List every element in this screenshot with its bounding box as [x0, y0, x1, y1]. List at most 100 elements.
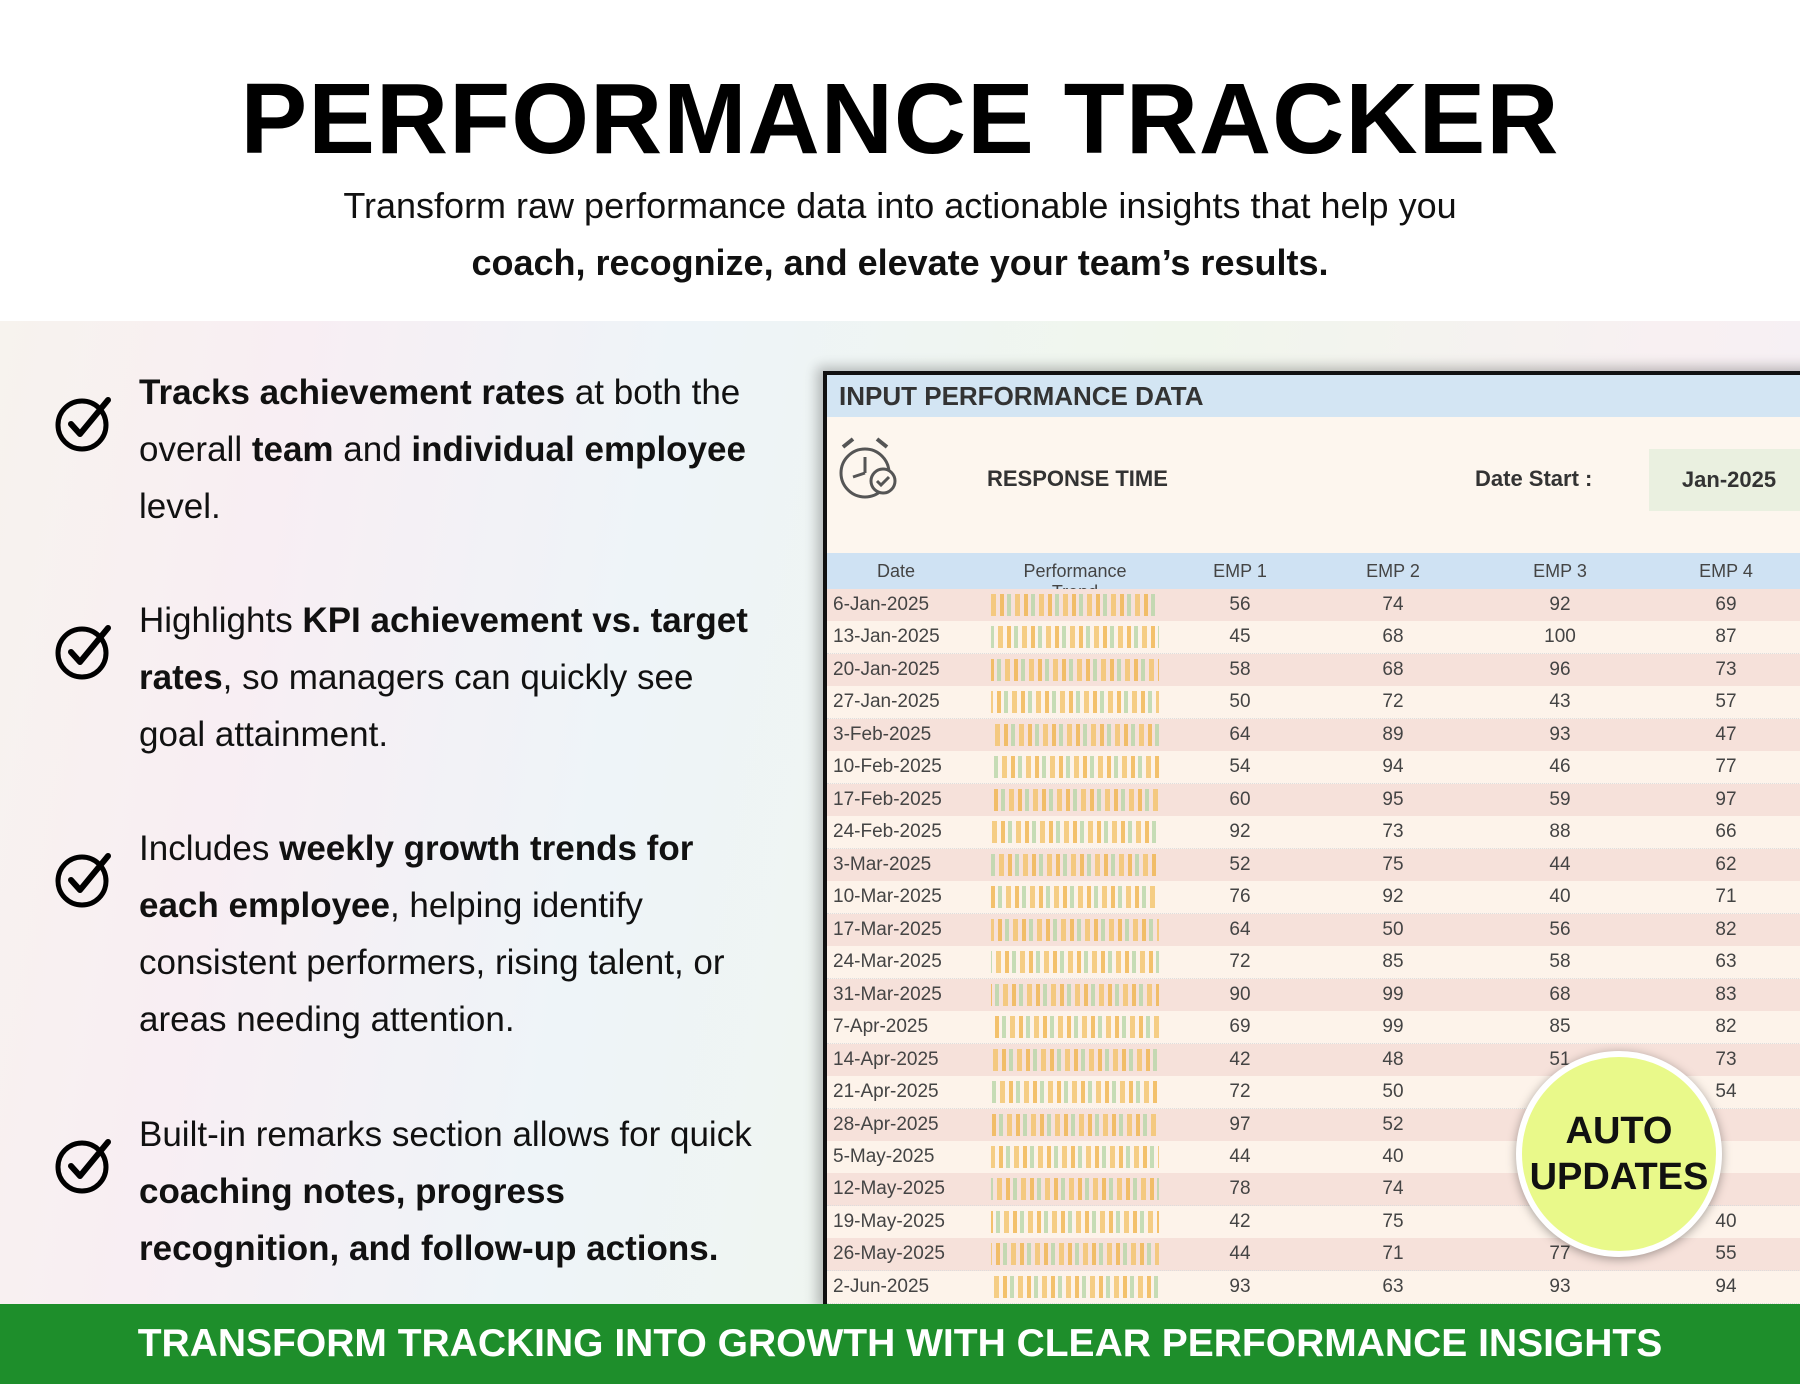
value-cell: 75 [1382, 1210, 1404, 1232]
trend-sparkline [991, 788, 1159, 811]
date-cell: 3-Feb-2025 [833, 723, 932, 745]
value-cell: 45 [1229, 626, 1251, 648]
column-header: EMP 2 [1366, 561, 1420, 581]
value-cell: 66 [1715, 821, 1737, 843]
value-cell: 99 [1382, 1016, 1404, 1038]
date-cell: 6-Jan-2025 [833, 594, 930, 615]
date-cell: 21-Apr-2025 [833, 1081, 939, 1103]
value-cell: 94 [1382, 756, 1404, 778]
value-cell: 58 [1229, 658, 1251, 680]
value-cell: 83 [1715, 983, 1737, 1005]
value-cell: 87 [1715, 626, 1737, 648]
date-cell: 24-Mar-2025 [833, 951, 942, 973]
feature-text: at both the overall [139, 373, 741, 469]
value-cell: 73 [1715, 658, 1737, 680]
value-cell: 68 [1382, 658, 1404, 680]
spreadsheet: INPUT PERFORMANCE DATA RESPONSE TIME Dat… [823, 371, 1800, 1304]
value-cell: 71 [1715, 886, 1737, 908]
date-cell: 31-Mar-2025 [833, 983, 942, 1005]
value-cell: 44 [1229, 1243, 1251, 1265]
date-start-label: Date Start : [1475, 466, 1593, 491]
value-cell: 92 [1382, 886, 1404, 908]
content-panel: INPUT PERFORMANCE DATA RESPONSE TIME Dat… [0, 321, 1800, 1304]
value-cell: 69 [1229, 1016, 1251, 1038]
trend-sparkline [991, 918, 1159, 941]
value-cell: 99 [1382, 983, 1404, 1005]
date-cell: 27-Jan-2025 [833, 691, 940, 713]
badge-text: UPDATES [1529, 1156, 1709, 1198]
metric-label: RESPONSE TIME [987, 466, 1168, 491]
table-row: 13-Jan-2025 45 68 100 87 [827, 621, 1800, 655]
date-start[interactable]: Jan-2025 [1649, 449, 1800, 511]
value-cell: 92 [1229, 821, 1251, 843]
trend-sparkline [991, 821, 1159, 844]
value-cell: 100 [1544, 626, 1576, 648]
value-cell: 58 [1549, 951, 1571, 973]
value-cell: 59 [1549, 788, 1571, 810]
trend-sparkline [991, 1210, 1159, 1233]
column-header: EMP 1 [1213, 561, 1267, 581]
table-row: 3-Mar-2025 52 75 44 62 [827, 848, 1800, 882]
date-cell: 28-Apr-2025 [833, 1113, 939, 1135]
value-cell: 76 [1229, 886, 1251, 908]
table-row: 24-Feb-2025 92 73 88 66 [827, 816, 1800, 850]
value-cell: 52 [1229, 853, 1251, 875]
value-cell: 93 [1549, 1275, 1571, 1297]
check-icon [55, 1139, 111, 1194]
date-cell: 26-May-2025 [833, 1243, 945, 1265]
date-cell: 17-Feb-2025 [833, 788, 942, 810]
value-cell: 55 [1715, 1243, 1737, 1265]
trend-sparkline [991, 1145, 1159, 1168]
feature: Highlights KPI achievement vs. target ra… [55, 592, 759, 763]
value-cell: 68 [1549, 983, 1571, 1005]
date-cell: 20-Jan-2025 [833, 658, 940, 680]
value-cell: 40 [1715, 1210, 1737, 1232]
value-cell: 57 [1715, 691, 1737, 713]
value-cell: 43 [1549, 691, 1571, 713]
trend-sparkline [991, 1081, 1159, 1104]
date-cell: 24-Feb-2025 [833, 821, 942, 843]
auto-updates-badge: AUTO UPDATES [1516, 1051, 1722, 1257]
trend-sparkline [991, 658, 1159, 681]
value-cell: 90 [1229, 983, 1251, 1005]
feature-text: coaching notes, progress recognition, an… [139, 1172, 719, 1268]
value-cell: 97 [1715, 788, 1737, 810]
table-row: 3-Feb-2025 64 89 93 47 [827, 718, 1800, 752]
date-cell: 10-Feb-2025 [833, 756, 942, 778]
date-cell: 17-Mar-2025 [833, 918, 942, 940]
value-cell: 63 [1715, 951, 1737, 973]
value-cell: 64 [1229, 918, 1251, 940]
value-cell: 44 [1549, 853, 1571, 875]
badge-text: AUTO [1565, 1110, 1673, 1152]
trend-sparkline [991, 1113, 1159, 1136]
date-cell: 14-Apr-2025 [833, 1048, 939, 1070]
value-cell: 82 [1715, 918, 1737, 940]
table-row: 6-Jan-2025 56 74 92 69 [827, 589, 1800, 622]
sheet-title: INPUT PERFORMANCE DATA [827, 375, 1800, 417]
table-row: 20-Jan-2025 58 68 96 73 [827, 653, 1800, 687]
value-cell: 88 [1549, 821, 1571, 843]
value-cell: 72 [1229, 1081, 1251, 1103]
feature-text: Includes [139, 829, 280, 868]
feature-text: team [251, 430, 334, 469]
value-cell: 51 [1549, 1048, 1571, 1070]
value-cell: 42 [1229, 1210, 1251, 1232]
value-cell: 72 [1229, 951, 1251, 973]
value-cell: 64 [1229, 723, 1251, 745]
table-row: 7-Apr-2025 69 99 85 82 [827, 1011, 1800, 1045]
date-cell: 7-Apr-2025 [833, 1016, 929, 1038]
column-header: EMP 3 [1533, 561, 1587, 581]
date-cell: 13-Jan-2025 [833, 626, 940, 648]
table-row: 2-Jun-2025 93 63 93 94 [827, 1270, 1800, 1304]
trend-sparkline [991, 691, 1159, 714]
value-cell: 40 [1549, 886, 1571, 908]
value-cell: 54 [1229, 756, 1251, 778]
table-row: 10-Feb-2025 54 94 46 77 [827, 751, 1800, 785]
value-cell: 48 [1382, 1048, 1404, 1070]
value-cell: 73 [1382, 821, 1404, 843]
value-cell: 50 [1382, 918, 1404, 940]
trend-sparkline [991, 951, 1159, 974]
value-cell: 82 [1715, 1016, 1737, 1038]
value-cell: 92 [1549, 594, 1571, 615]
